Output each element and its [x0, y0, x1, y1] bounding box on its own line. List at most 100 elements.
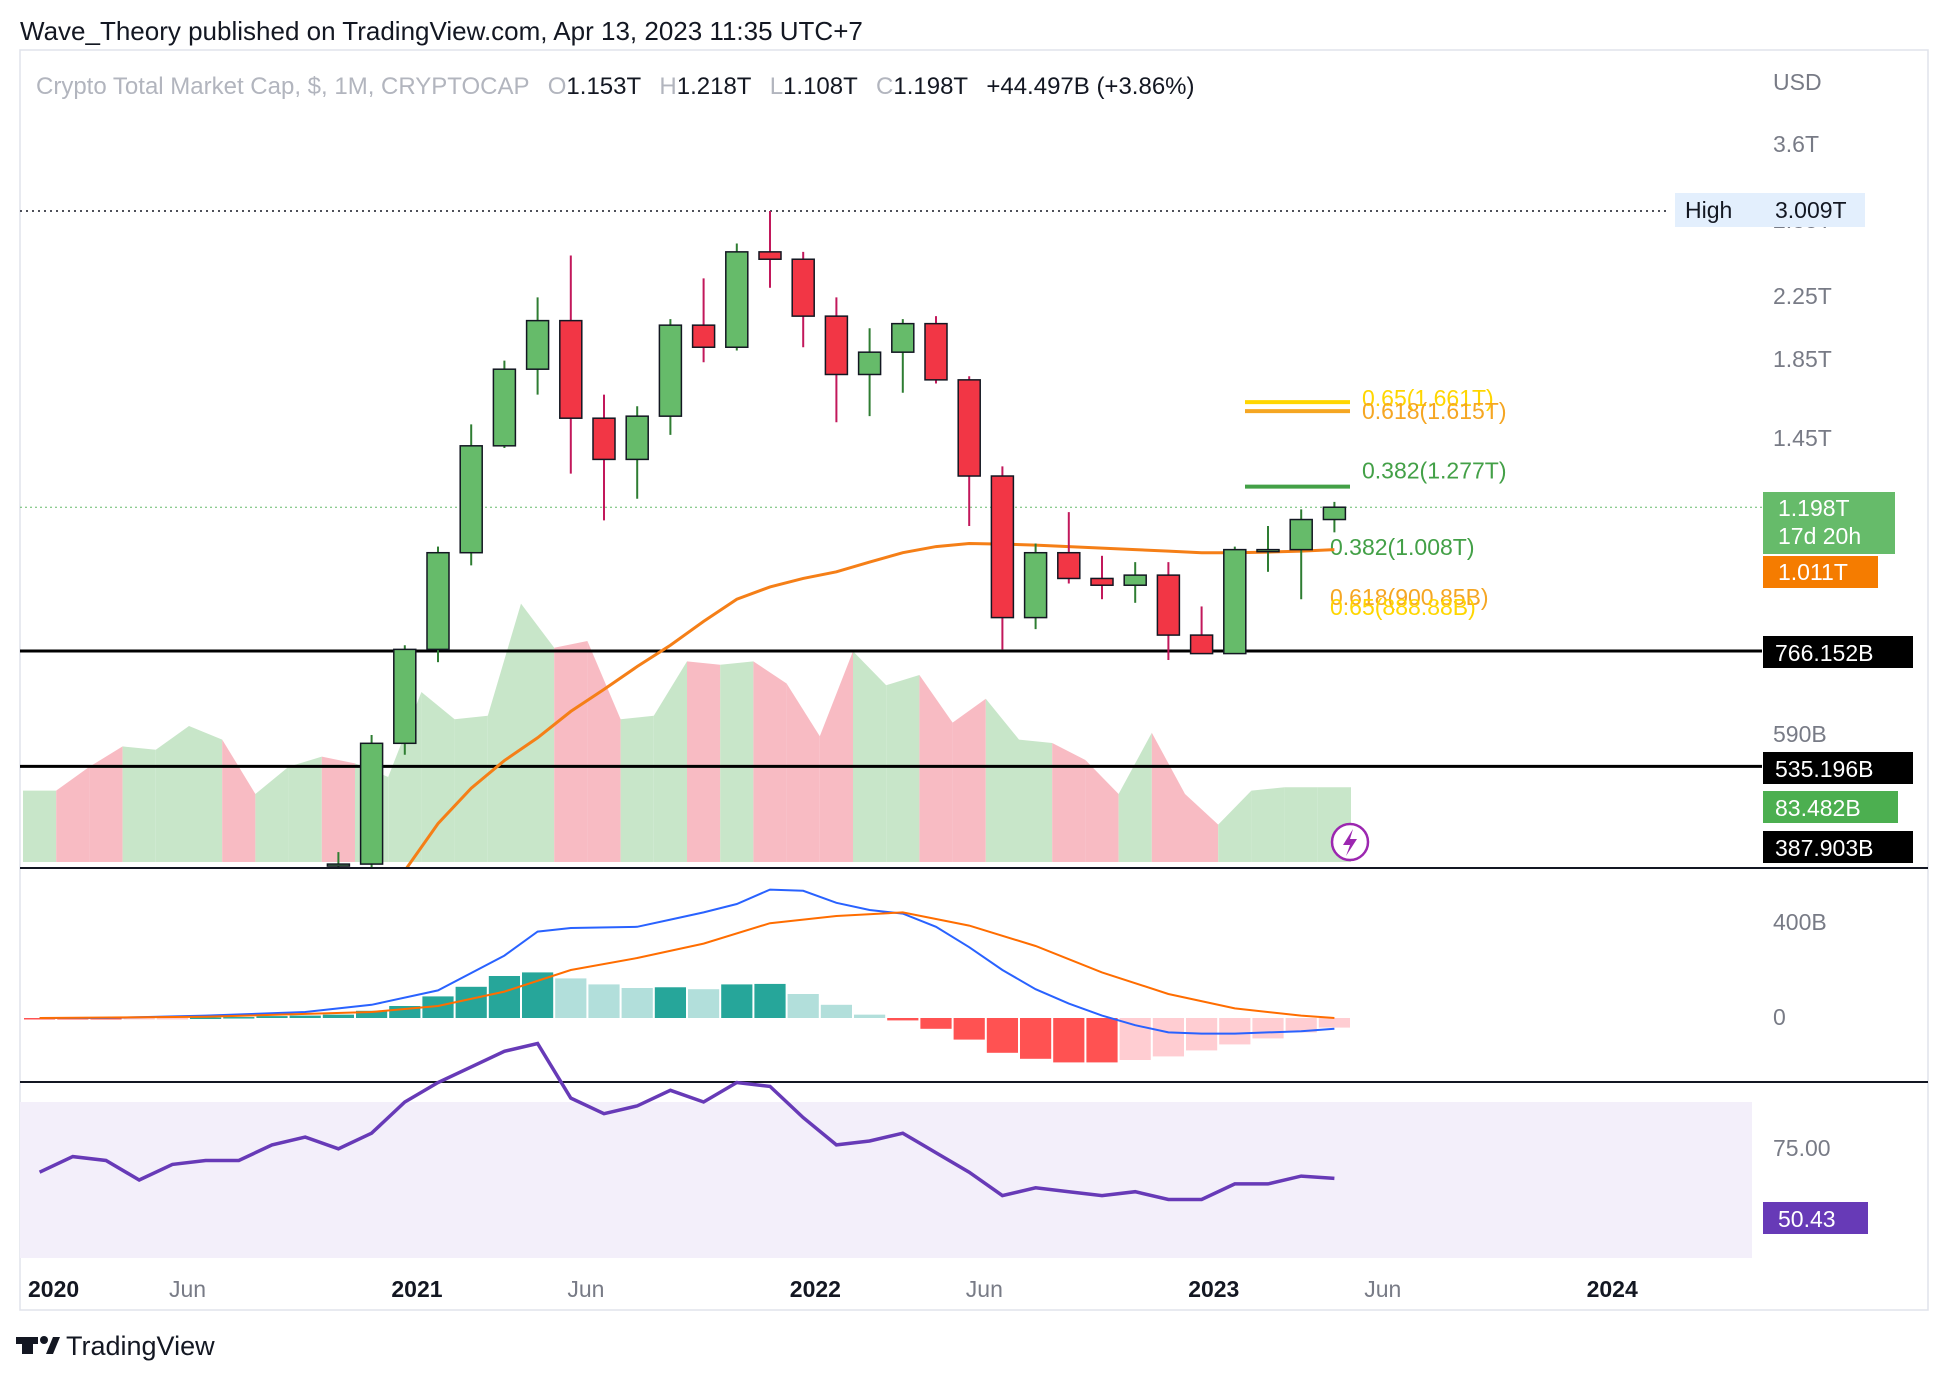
volume-segment: [753, 661, 787, 862]
chart-frame: [19, 49, 1929, 1311]
candle: [891, 319, 915, 393]
volume-segment: [56, 766, 90, 862]
macd-histogram-bar: [322, 1014, 354, 1018]
price-axis-tick: 590B: [1773, 721, 1827, 747]
candle: [326, 852, 351, 868]
macd-histogram-bar: [1020, 1018, 1052, 1059]
high-badge-value: 3.009T: [1775, 197, 1847, 223]
countdown-badge: 17d 20h: [1778, 523, 1861, 549]
time-axis-tick: 2024: [1587, 1276, 1638, 1302]
time-axis-tick: 2022: [790, 1276, 841, 1302]
currency-label: USD: [1773, 69, 1822, 95]
low-value: 1.108T: [783, 73, 858, 100]
close-value: 1.198T: [893, 73, 968, 100]
candle-body: [658, 324, 683, 417]
candle-body: [1322, 506, 1347, 521]
high-badge-label: High: [1685, 197, 1732, 223]
candle: [725, 243, 749, 351]
candle: [1057, 512, 1081, 584]
candle-body: [1256, 548, 1280, 553]
time-axis-tick: 2023: [1188, 1276, 1239, 1302]
ma-origin-badge-bg: [1763, 831, 1913, 863]
rsi-pane: 75.00 50.43: [20, 1041, 1868, 1258]
moving-average-line: [404, 542, 1335, 868]
volume-segment: [554, 641, 588, 862]
price-axis-tick: 1.85T: [1773, 346, 1832, 372]
candle: [1223, 546, 1247, 655]
time-axis-tick: 2020: [28, 1276, 79, 1302]
symbol-legend: Crypto Total Market Cap, $, 1M, CRYPTOCA…: [36, 73, 1195, 100]
macd-axis-tick: 400B: [1773, 909, 1827, 935]
macd-histogram-bar: [1219, 1018, 1251, 1045]
time-axis-tick: Jun: [169, 1276, 206, 1302]
volume-segment: [89, 746, 123, 862]
candle-body: [857, 351, 882, 376]
macd-histogram-bar: [854, 1014, 886, 1018]
open-value: 1.153T: [566, 73, 641, 100]
volume-segment: [819, 651, 853, 862]
candle: [857, 328, 882, 417]
candle: [492, 360, 517, 449]
signal-line: [39, 911, 1335, 1019]
macd-histogram-bar: [820, 1004, 852, 1018]
time-axis-tick: Jun: [1364, 1276, 1401, 1302]
macd-axis-tick: 0: [1773, 1004, 1786, 1030]
rsi-line: [38, 1041, 1335, 1202]
candle-body: [1289, 518, 1313, 551]
symbol-name: Crypto Total Market Cap, $, 1M, CRYPTOCA…: [36, 73, 529, 100]
support-badge-bg: [1763, 752, 1913, 784]
fib-level-label: 0.65(888.88B): [1330, 594, 1476, 620]
candle: [625, 406, 649, 499]
macd-histogram-bar: [289, 1015, 321, 1018]
candle: [924, 316, 948, 384]
volume-segment: [421, 692, 455, 862]
fib-level-label: 0.382(1.277T): [1362, 458, 1506, 484]
candle: [1123, 562, 1147, 603]
high-label: H: [659, 73, 676, 100]
fib-level-label: 0.618(1.615T): [1362, 398, 1506, 424]
candle: [691, 278, 716, 363]
candle-body: [459, 445, 483, 554]
lightning-button[interactable]: [1330, 822, 1370, 862]
candle: [525, 297, 550, 395]
candle-body: [1189, 634, 1214, 655]
candle: [1322, 501, 1347, 533]
volume-segment: [23, 790, 57, 862]
candle: [957, 376, 981, 527]
rsi-badge-bg: [1763, 1202, 1868, 1234]
fib-level-label: 0.65(1.661T): [1362, 385, 1494, 411]
candle-body: [824, 315, 849, 376]
volume-segment: [1019, 739, 1053, 862]
publisher-line: Wave_Theory published on TradingView.com…: [20, 16, 863, 46]
volume-segment: [720, 661, 754, 862]
candle-body: [957, 379, 981, 477]
candle: [359, 735, 384, 868]
volume-segment: [255, 766, 289, 862]
macd-histogram-bar: [721, 984, 753, 1018]
candle: [1023, 543, 1048, 630]
time-axis: 2020 Jun 2021 Jun 2022 Jun 2023 Jun 2024: [28, 1276, 1638, 1302]
candle-body: [1123, 574, 1147, 586]
price-axis-tick: 2.25T: [1773, 283, 1832, 309]
candle-body: [990, 475, 1015, 619]
change-value: +44.497B (+3.86%): [986, 73, 1194, 100]
support-badge: 535.196B: [1775, 756, 1873, 782]
volume-segment: [985, 698, 1019, 862]
macd-histogram-bar: [1053, 1018, 1085, 1063]
logo-mark-icon: [22, 1337, 33, 1354]
macd-histogram-bar: [1252, 1018, 1284, 1039]
volume-segment: [288, 756, 322, 862]
fib-level-label: 0.382(1.008T): [1330, 534, 1474, 560]
candle-body: [1057, 551, 1081, 580]
volume-segment: [1052, 743, 1086, 862]
macd-histogram-bar: [522, 972, 554, 1018]
rsi-band: [20, 1102, 1752, 1258]
volume-segment: [321, 756, 355, 862]
macd-histogram-bar: [621, 988, 653, 1018]
volume-segment: [1284, 787, 1318, 862]
candle-body: [1023, 551, 1048, 619]
volume-segment: [1151, 732, 1185, 862]
macd-histogram-bar: [1285, 1018, 1317, 1033]
